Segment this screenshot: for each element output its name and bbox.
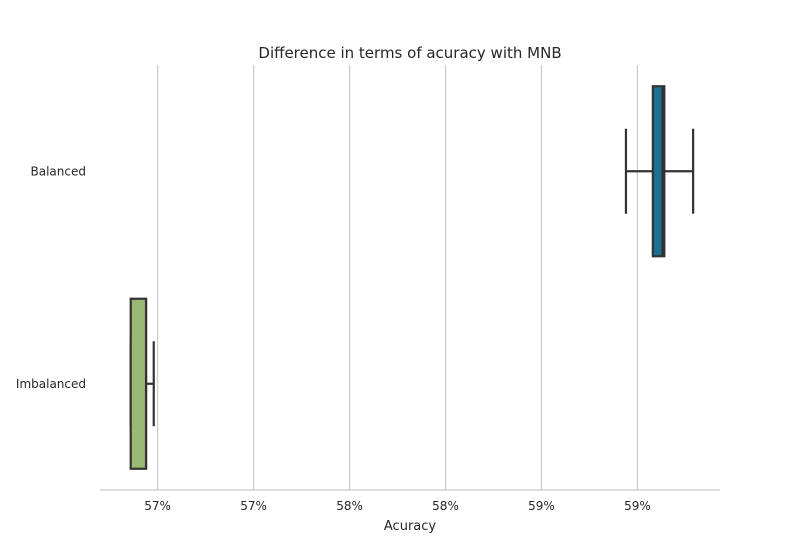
chart-title: Difference in terms of acuracy with MNB — [258, 44, 561, 62]
x-tick-label: 58% — [336, 499, 363, 513]
x-tick-label: 57% — [144, 499, 171, 513]
x-tick-label: 58% — [432, 499, 459, 513]
y-tick-labels: Balanced Imbalanced — [16, 164, 86, 391]
x-tick-label: 59% — [624, 499, 651, 513]
y-tick-label: Balanced — [31, 164, 86, 178]
box-plots — [129, 85, 695, 470]
x-axis-label: Acuracy — [384, 519, 437, 534]
box-balanced — [624, 85, 695, 258]
x-tick-label: 59% — [528, 499, 555, 513]
box-iqr — [129, 297, 148, 470]
box-imbalanced — [129, 297, 155, 470]
x-tick-label: 57% — [240, 499, 267, 513]
x-tick-labels: 57% 57% 58% 58% 59% 59% — [144, 499, 651, 513]
box-iqr — [651, 85, 666, 258]
y-tick-label: Imbalanced — [16, 377, 86, 391]
grid-lines — [156, 65, 639, 490]
